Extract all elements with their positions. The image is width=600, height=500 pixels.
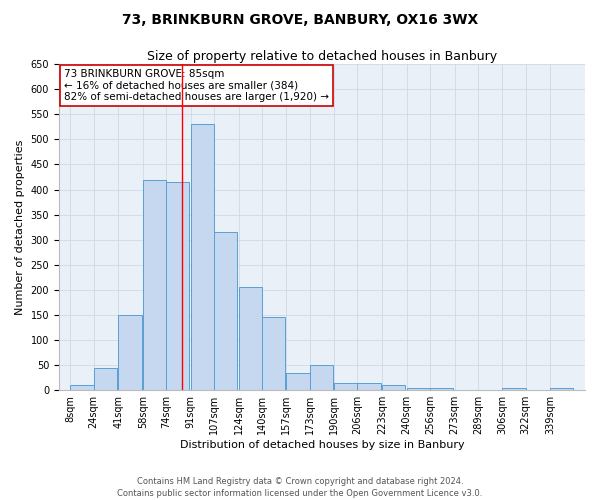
Bar [382,385,405,390]
Bar [262,318,285,390]
Bar [118,315,142,390]
Text: 73 BRINKBURN GROVE: 85sqm
← 16% of detached houses are smaller (384)
82% of semi: 73 BRINKBURN GROVE: 85sqm ← 16% of detac… [64,69,329,102]
Bar [239,288,262,390]
Bar [70,385,94,390]
X-axis label: Distribution of detached houses by size in Banbury: Distribution of detached houses by size … [179,440,464,450]
Bar [430,388,453,390]
Bar [502,388,526,390]
Bar [286,372,310,390]
Text: 73, BRINKBURN GROVE, BANBURY, OX16 3WX: 73, BRINKBURN GROVE, BANBURY, OX16 3WX [122,12,478,26]
Bar [358,382,380,390]
Bar [334,382,358,390]
Bar [214,232,237,390]
Text: Contains HM Land Registry data © Crown copyright and database right 2024.
Contai: Contains HM Land Registry data © Crown c… [118,476,482,498]
Bar [310,365,333,390]
Y-axis label: Number of detached properties: Number of detached properties [15,140,25,315]
Title: Size of property relative to detached houses in Banbury: Size of property relative to detached ho… [147,50,497,63]
Bar [550,388,574,390]
Bar [166,182,190,390]
Bar [191,124,214,390]
Bar [94,368,117,390]
Bar [143,180,166,390]
Bar [407,388,430,390]
